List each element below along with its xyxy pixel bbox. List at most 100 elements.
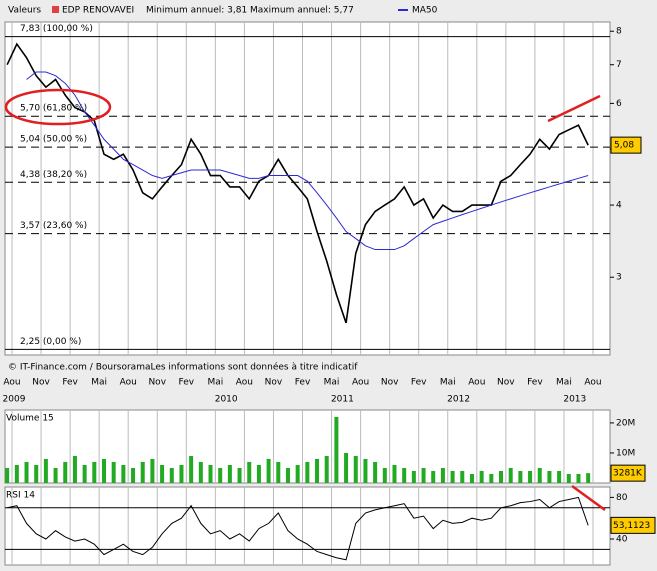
volume-bar [208,464,213,483]
volume-bar [101,458,106,483]
value-box [610,136,642,154]
x-tick-label: Fev [411,378,427,388]
volume-bar [276,461,281,483]
y-tick-label: 80 [616,493,628,503]
x-tick-label: Aou [236,378,253,388]
volume-bar [460,470,465,483]
value-box [610,516,656,534]
y-tick-label: 40 [616,535,628,545]
x-tick-label: Aou [3,378,20,388]
volume-bar [421,467,426,483]
volume-bar [450,470,455,483]
volume-bar [440,467,445,483]
x-tick-label: Mai [324,378,340,388]
level-label: 3,57 (23,60 %) [20,221,87,231]
volume-bar [34,464,39,483]
x-tick-label: Aou [584,378,601,388]
x-tick-label: Aou [352,378,369,388]
panel-title: Volume 15 [6,414,54,424]
volume-bar [285,467,290,483]
legend-swatch [52,6,59,13]
value-label: 3281K [613,469,643,479]
y-tick-label: 10M [616,448,635,458]
header: Valeurs [8,6,41,16]
price-line [26,71,589,251]
volume-bar [160,464,165,483]
volume-bar [402,467,407,483]
x-tick-label: Aou [468,378,485,388]
volume-bar [305,461,310,483]
volume-bar [363,458,368,483]
volume-bar [353,455,358,483]
volume-bar [295,464,300,483]
level-label: 5,70 (61,80 %) [20,104,87,114]
volume-bar [92,461,97,483]
title: EDP RENOVAVEI [62,6,134,16]
volume-bar [14,464,19,483]
volume-bar [53,467,58,483]
value-label: 5,08 [614,141,634,151]
volume-bar [63,461,68,483]
volume-bar [373,461,378,483]
y-tick-label: 4 [616,201,622,211]
x-tick-label: Fev [527,378,543,388]
volume-bar [586,473,591,483]
price-panel [4,21,611,356]
x-tick-label: Nov [497,378,515,388]
volume-bar [150,458,155,483]
volume-bar [5,467,10,483]
volume-bar [237,467,242,483]
level-label: 4,38 (38,20 %) [20,170,87,180]
volume-bar [24,461,29,483]
volume-bar [479,470,484,483]
level-label: 5,04 (50,00 %) [20,135,87,145]
volume-bar [566,473,571,483]
footer: © IT-Finance.com / BoursoramaLes informa… [8,362,358,373]
volume-bar [256,464,261,483]
volume-bar [469,473,474,483]
value-box [610,464,646,482]
volume-bar [227,464,232,483]
volume-bar [576,473,581,483]
x-tick-label: Mai [91,378,107,388]
volume-bar [247,461,252,483]
x-tick-label: Aou [120,378,137,388]
annotation-ellipse [4,88,112,126]
volume-bar [382,467,387,483]
volume-bar [324,455,329,483]
value-label: 53,1123 [613,521,650,531]
y-tick-label: 6 [616,99,622,109]
x-tick-label: Mai [556,378,572,388]
volume-bar [43,458,48,483]
volume-bar [72,455,77,483]
volume-bar [266,458,271,483]
volume-bar [131,467,136,483]
subtitle: Minimum annuel: 3,81 Maximum annuel: 5,7… [146,6,354,16]
volume-bar [508,467,513,483]
volume-bar [344,452,349,483]
panel-title: RSI 14 [6,491,35,501]
x-tick-label: Mai [440,378,456,388]
volume-bar [169,467,174,483]
volume-bar [140,461,145,483]
volume-bar [431,470,436,483]
year-label: 2011 [331,395,354,405]
y-tick-label: 8 [616,27,622,37]
volume-bar [499,470,504,483]
level-label: 7,83 (100,00 %) [20,24,93,34]
volume-bar [111,461,116,483]
year-label: 2009 [3,395,26,405]
x-tick-label: Fev [295,378,311,388]
volume-bar [179,464,184,483]
volume-bar [392,464,397,483]
x-tick-label: Fev [179,378,195,388]
volume-bar [315,458,320,483]
y-tick-label: 7 [616,60,622,70]
annotation-trend [571,484,606,512]
year-label: 2012 [447,395,470,405]
volume-bar [518,470,523,483]
volume-bar [547,470,552,483]
y-tick-label: 20M [616,418,635,428]
x-tick-label: Nov [32,378,50,388]
